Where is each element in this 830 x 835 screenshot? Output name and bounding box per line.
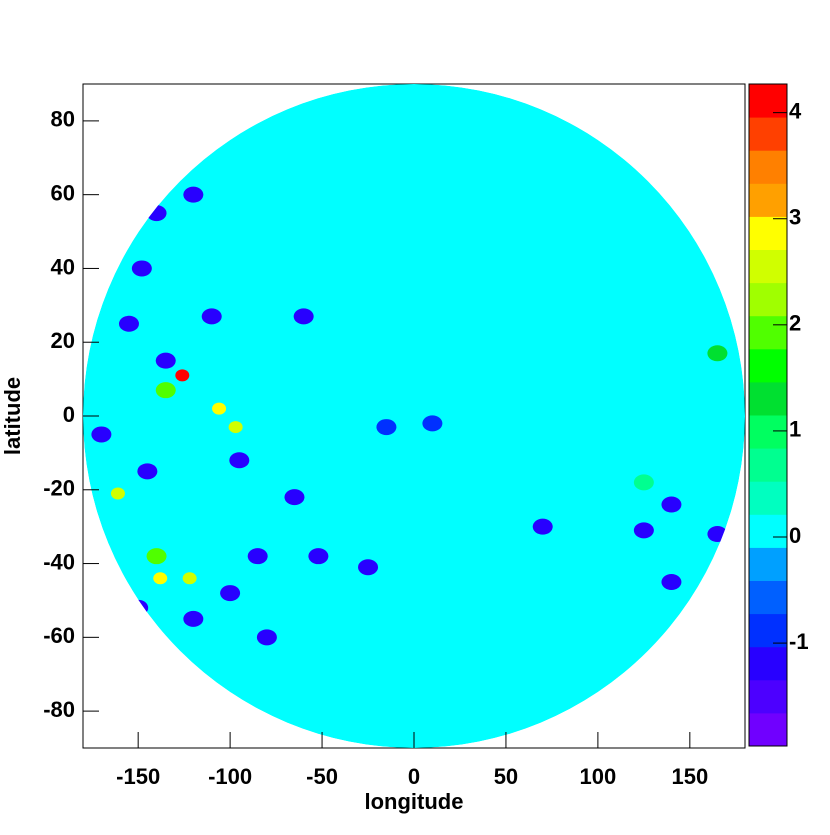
y-tick-label: -40: [43, 549, 75, 574]
spot: [155, 352, 176, 369]
spot: [118, 315, 139, 332]
color-band: [749, 150, 787, 184]
z-tick-label: 3: [789, 205, 801, 230]
color-band: [749, 580, 787, 615]
spot: [284, 489, 305, 506]
spot: [153, 572, 168, 585]
y-tick-label: -80: [43, 697, 75, 722]
spot: [212, 402, 227, 415]
spot: [422, 415, 443, 432]
spot: [110, 487, 125, 500]
color-band: [749, 415, 787, 449]
z-tick-label: 4: [789, 98, 802, 123]
z-tick-label: 2: [789, 311, 801, 336]
spot: [247, 548, 268, 565]
x-tick-label: 50: [494, 764, 518, 789]
color-band: [749, 712, 787, 747]
x-tick-label: 150: [671, 764, 708, 789]
color-band: [749, 514, 787, 548]
y-axis-label: latitude: [0, 377, 25, 455]
sky-disk: [83, 84, 745, 748]
spot: [256, 629, 277, 646]
z-tick-label: 0: [789, 523, 801, 548]
color-band: [749, 448, 787, 482]
spot: [175, 369, 190, 382]
spot: [137, 463, 158, 480]
color-band: [749, 249, 787, 284]
z-tick-label: -1: [789, 629, 809, 654]
color-bar-frame: [748, 83, 788, 747]
color-band: [749, 679, 787, 714]
spot: [661, 496, 682, 513]
spot: [201, 308, 222, 325]
spot: [146, 548, 167, 565]
x-tick-label: -100: [208, 764, 252, 789]
x-tick-label: -150: [116, 764, 160, 789]
spot: [228, 421, 243, 434]
spot: [532, 518, 553, 535]
spot: [376, 419, 397, 436]
spot: [293, 308, 314, 325]
y-tick-label: -60: [43, 623, 75, 648]
spot: [182, 572, 197, 585]
color-band: [749, 348, 787, 383]
color-band: [749, 84, 787, 118]
z-tick-label: 1: [789, 417, 801, 442]
y-tick-label: -20: [43, 476, 75, 501]
color-band: [749, 315, 787, 350]
spot: [358, 559, 379, 576]
color-band: [749, 216, 787, 250]
spot: [183, 610, 204, 627]
x-axis-label: longitude: [365, 789, 464, 814]
y-tick-label: 20: [51, 328, 75, 353]
color-band: [749, 481, 787, 515]
y-tick-label: 80: [51, 107, 75, 132]
spot: [661, 574, 682, 590]
color-band: [749, 613, 787, 648]
spot: [633, 474, 654, 491]
spot: [633, 522, 654, 539]
spot: [308, 548, 329, 565]
y-tick-label: 60: [51, 180, 75, 205]
color-band: [749, 381, 787, 416]
spot: [183, 186, 204, 203]
y-tick-label: 40: [51, 254, 75, 279]
color-band: [749, 183, 787, 217]
spot: [707, 345, 728, 362]
y-tick-label: 0: [63, 402, 75, 427]
color-band: [749, 646, 787, 681]
spot: [91, 426, 112, 443]
x-tick-label: 0: [408, 764, 420, 789]
color-band: [749, 282, 787, 317]
spot: [155, 382, 176, 399]
x-tick-label: -50: [306, 764, 338, 789]
x-tick-label: 100: [580, 764, 617, 789]
spot: [229, 452, 250, 469]
color-band: [749, 547, 787, 581]
spot: [131, 260, 152, 277]
sky-map: [83, 84, 745, 748]
color-band: [749, 117, 787, 151]
spot: [220, 585, 241, 602]
